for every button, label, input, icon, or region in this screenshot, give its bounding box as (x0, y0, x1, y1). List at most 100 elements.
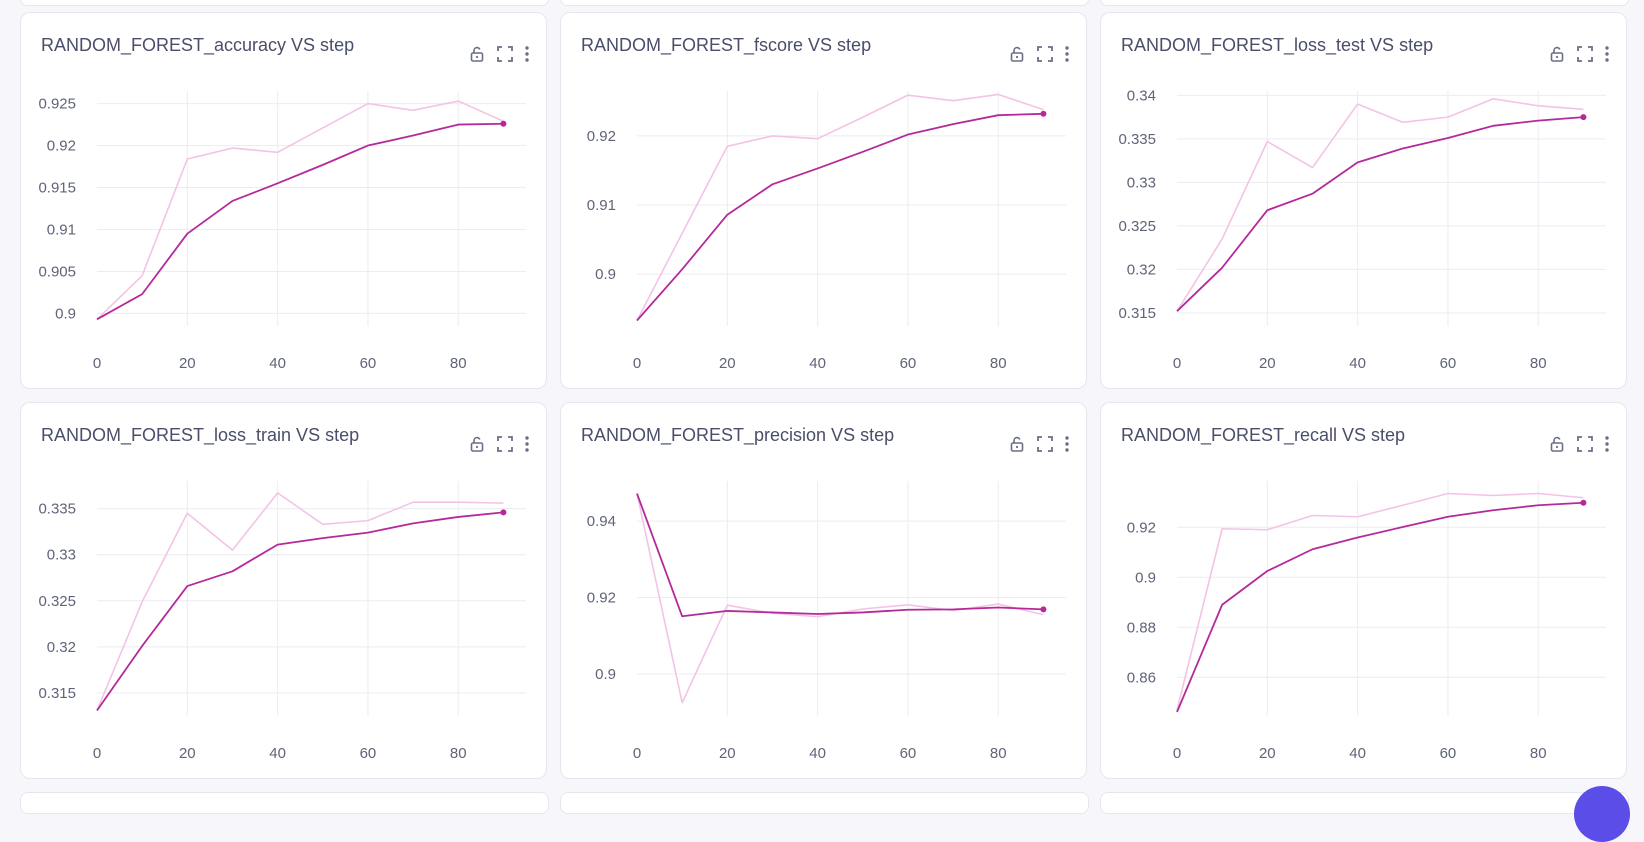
line-chart: 0 20 40 60 80 0.86 0.88 0.9 0.92 (1127, 481, 1606, 762)
more-vertical-icon[interactable] (1064, 435, 1070, 453)
x-tick-label: 0 (633, 355, 641, 372)
previous-row-card-edge (560, 0, 1089, 6)
chart-actions (458, 43, 530, 65)
line-chart: 0 20 40 60 80 0.9 0.905 0.91 0.915 0.92 0.925 (38, 91, 526, 372)
y-tick-label: 0.325 (1118, 218, 1156, 235)
x-tick-label: 80 (990, 355, 1007, 372)
lock-open-icon[interactable] (1008, 45, 1026, 63)
x-tick-label: 60 (900, 745, 917, 762)
y-tick-label: 0.91 (47, 221, 76, 238)
smoothed-series-line (96, 511, 504, 711)
chart-title: RANDOM_FOREST_recall VS step (1121, 425, 1406, 445)
x-tick-label: 0 (1173, 745, 1181, 762)
previous-row-card-edge (20, 0, 549, 6)
x-tick-label: 40 (269, 355, 286, 372)
y-tick-label: 0.335 (38, 501, 76, 518)
more-vertical-icon[interactable] (1064, 45, 1070, 63)
raw-series-line (96, 100, 504, 320)
last-point-marker (1580, 499, 1587, 506)
x-tick-label: 80 (990, 745, 1007, 762)
y-tick-label: 0.86 (1127, 669, 1156, 686)
lock-open-icon[interactable] (1548, 45, 1566, 63)
smoothed-series-line (1176, 116, 1584, 312)
more-vertical-icon[interactable] (524, 435, 530, 453)
y-tick-label: 0.33 (47, 547, 76, 564)
x-tick-label: 40 (1349, 745, 1366, 762)
y-tick-label: 0.9 (55, 305, 76, 322)
last-point-marker (500, 120, 507, 127)
y-tick-label: 0.9 (595, 266, 616, 283)
chart-title: RANDOM_FOREST_loss_train VS step (41, 425, 360, 445)
raw-series-line (96, 492, 504, 711)
x-tick-label: 80 (1530, 355, 1547, 372)
last-point-marker (500, 509, 507, 516)
fullscreen-icon[interactable] (1576, 45, 1594, 63)
raw-series-line (636, 93, 1044, 321)
fullscreen-icon[interactable] (1036, 45, 1054, 63)
chart-card: RANDOM_FOREST_fscore VS step 0 20 40 60 80 0.9… (560, 12, 1087, 389)
x-tick-label: 60 (360, 355, 377, 372)
x-tick-label: 80 (450, 745, 467, 762)
chart-title: RANDOM_FOREST_fscore VS step (581, 35, 872, 55)
y-tick-label: 0.915 (38, 180, 76, 197)
y-tick-label: 0.92 (1127, 519, 1156, 536)
more-vertical-icon[interactable] (524, 45, 530, 63)
y-tick-label: 0.33 (1127, 174, 1156, 191)
last-point-marker (1040, 110, 1047, 117)
y-tick-label: 0.905 (38, 263, 76, 280)
x-tick-label: 40 (1349, 355, 1366, 372)
y-tick-label: 0.325 (38, 593, 76, 610)
more-vertical-icon[interactable] (1604, 45, 1610, 63)
lock-open-icon[interactable] (468, 45, 486, 63)
x-tick-label: 40 (809, 355, 826, 372)
y-tick-label: 0.88 (1127, 619, 1156, 636)
y-tick-label: 0.94 (587, 513, 616, 530)
next-row-card-edge (560, 792, 1089, 814)
x-tick-label: 0 (1173, 355, 1181, 372)
smoothed-series-line (1176, 501, 1584, 713)
last-point-marker (1040, 606, 1047, 613)
x-tick-label: 20 (1259, 355, 1276, 372)
next-row-card-edge (20, 792, 549, 814)
chart-actions (1538, 433, 1610, 455)
fullscreen-icon[interactable] (496, 435, 514, 453)
chart-card: RANDOM_FOREST_loss_train VS step 0 20 40 60 8… (20, 402, 547, 779)
x-tick-label: 60 (1440, 355, 1457, 372)
floating-action-button[interactable] (1574, 786, 1630, 842)
x-tick-label: 60 (360, 745, 377, 762)
y-tick-label: 0.91 (587, 197, 616, 214)
fullscreen-icon[interactable] (1576, 435, 1594, 453)
chart-actions (998, 43, 1070, 65)
smoothed-series-line (636, 112, 1044, 322)
x-tick-label: 20 (719, 745, 736, 762)
y-tick-label: 0.32 (47, 639, 76, 656)
x-tick-label: 20 (1259, 745, 1276, 762)
chart-card: RANDOM_FOREST_precision VS step 0 20 40 60 80… (560, 402, 1087, 779)
chart-title: RANDOM_FOREST_loss_test VS step (1121, 35, 1434, 55)
line-chart: 0 20 40 60 80 0.9 0.92 0.94 (587, 481, 1066, 762)
fullscreen-icon[interactable] (1036, 435, 1054, 453)
next-row-card-edge (1100, 792, 1629, 814)
y-tick-label: 0.925 (38, 96, 76, 113)
y-tick-label: 0.92 (587, 590, 616, 607)
y-tick-label: 0.9 (595, 666, 616, 683)
x-tick-label: 80 (1530, 745, 1547, 762)
raw-series-line (1176, 492, 1584, 711)
more-vertical-icon[interactable] (1604, 435, 1610, 453)
x-tick-label: 20 (179, 355, 196, 372)
y-tick-label: 0.315 (1118, 305, 1156, 322)
previous-row-card-edge (1100, 0, 1629, 6)
y-tick-label: 0.335 (1118, 131, 1156, 148)
line-chart: 0 20 40 60 80 0.315 0.32 0.325 0.33 0.335 0.34 (1118, 87, 1606, 372)
line-chart: 0 20 40 60 80 0.9 0.91 0.92 (587, 91, 1066, 372)
raw-series-line (636, 493, 1044, 704)
lock-open-icon[interactable] (1008, 435, 1026, 453)
raw-series-line (1176, 98, 1584, 312)
last-point-marker (1580, 114, 1587, 121)
lock-open-icon[interactable] (1548, 435, 1566, 453)
chart-actions (998, 433, 1070, 455)
fullscreen-icon[interactable] (496, 45, 514, 63)
chart-actions (1538, 43, 1610, 65)
lock-open-icon[interactable] (468, 435, 486, 453)
y-tick-label: 0.92 (587, 128, 616, 145)
